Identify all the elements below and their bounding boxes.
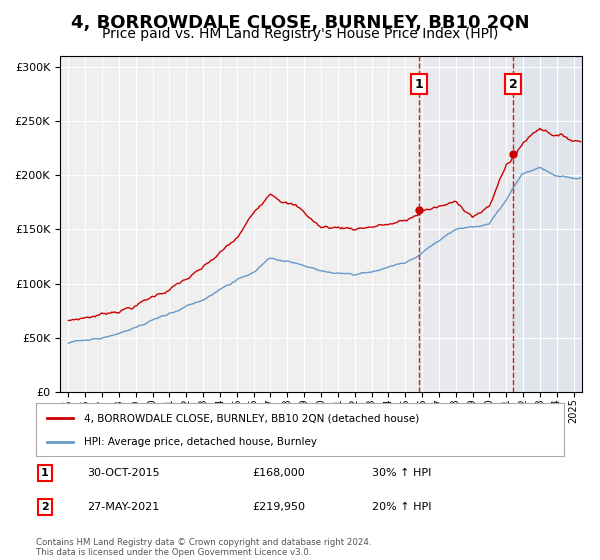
Text: 2: 2	[41, 502, 49, 512]
Text: 20% ↑ HPI: 20% ↑ HPI	[372, 502, 431, 512]
Bar	[419, 56, 582, 392]
Text: 4, BORROWDALE CLOSE, BURNLEY, BB10 2QN: 4, BORROWDALE CLOSE, BURNLEY, BB10 2QN	[71, 14, 529, 32]
Text: 1: 1	[415, 78, 424, 91]
Text: HPI: Average price, detached house, Burnley: HPI: Average price, detached house, Burn…	[83, 436, 317, 446]
Text: 30% ↑ HPI: 30% ↑ HPI	[372, 468, 431, 478]
Text: 2: 2	[509, 78, 518, 91]
Text: £168,000: £168,000	[252, 468, 305, 478]
Text: 4, BORROWDALE CLOSE, BURNLEY, BB10 2QN (detached house): 4, BORROWDALE CLOSE, BURNLEY, BB10 2QN (…	[83, 413, 419, 423]
Bar	[513, 56, 582, 392]
Text: 27-MAY-2021: 27-MAY-2021	[87, 502, 159, 512]
Text: Contains HM Land Registry data © Crown copyright and database right 2024.
This d: Contains HM Land Registry data © Crown c…	[36, 538, 371, 557]
Text: £219,950: £219,950	[252, 502, 305, 512]
Text: 30-OCT-2015: 30-OCT-2015	[87, 468, 160, 478]
Text: 1: 1	[41, 468, 49, 478]
Text: Price paid vs. HM Land Registry's House Price Index (HPI): Price paid vs. HM Land Registry's House …	[102, 27, 498, 41]
